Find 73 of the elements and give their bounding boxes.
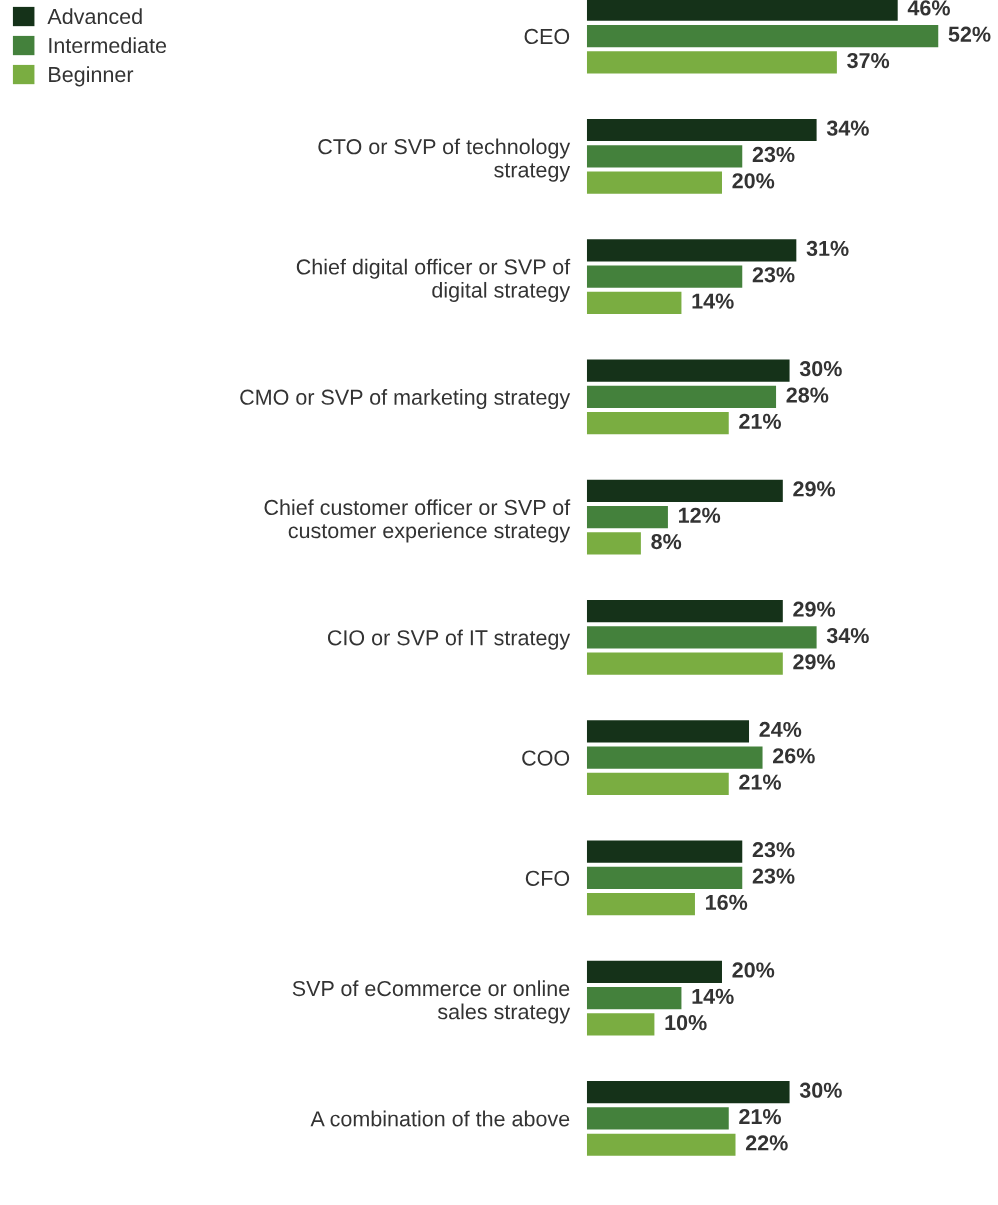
- bar: [586, 1133, 736, 1156]
- bar: [586, 0, 898, 21]
- bar: [586, 652, 783, 675]
- data-label: 46%: [907, 0, 950, 16]
- data-label: 29%: [793, 601, 836, 617]
- bar: [586, 866, 743, 890]
- y-tick-label: CIO or SVP of IT strategy: [327, 629, 571, 650]
- data-label: 23%: [752, 842, 795, 858]
- data-label: 28%: [786, 387, 829, 403]
- bar: [586, 1107, 729, 1130]
- data-label: 14%: [692, 988, 734, 1004]
- legend-label: Intermediate: [49, 37, 167, 54]
- data-label: 14%: [692, 293, 734, 309]
- data-label: 20%: [732, 962, 775, 978]
- bar: [586, 291, 682, 315]
- bar: [586, 359, 790, 382]
- data-label: 30%: [799, 1082, 842, 1098]
- data-label: 52%: [948, 26, 991, 42]
- y-tick-label: CTO or SVP of technology strategy: [318, 138, 571, 182]
- y-tick-label: Chief digital officer or SVP of digital strategy: [296, 258, 571, 303]
- data-label: 34%: [826, 120, 869, 136]
- bar: [586, 772, 729, 796]
- data-label: 10%: [665, 1015, 707, 1031]
- legend-label: Advanced: [47, 8, 142, 25]
- bar: [586, 51, 837, 74]
- bar: [586, 239, 797, 262]
- data-label: 21%: [739, 413, 781, 429]
- data-label: 23%: [752, 267, 795, 283]
- data-label: 16%: [706, 894, 748, 911]
- data-label: 24%: [759, 721, 802, 738]
- data-label: 26%: [773, 748, 815, 764]
- legend-label: Beginner: [49, 66, 134, 87]
- data-label: 29%: [793, 481, 836, 497]
- data-label: 29%: [793, 654, 836, 670]
- bar: [586, 532, 641, 555]
- y-tick-label: COO: [522, 750, 570, 766]
- bar: [586, 626, 817, 649]
- bar: [586, 960, 722, 983]
- bar: [586, 171, 722, 194]
- data-label: 23%: [752, 146, 795, 163]
- bar: [586, 479, 783, 502]
- data-label: 21%: [739, 774, 781, 790]
- bar: [586, 118, 817, 142]
- bar: [586, 599, 783, 623]
- y-tick-label: SVP of eCommerce or online sales strategy: [292, 980, 571, 1024]
- data-label: 20%: [732, 173, 775, 189]
- bar: [586, 385, 777, 408]
- data-label: 8%: [651, 533, 682, 550]
- data-label: 31%: [806, 240, 849, 257]
- data-label: 22%: [745, 1135, 788, 1151]
- bar: [586, 746, 763, 769]
- bar: [586, 840, 743, 863]
- bar: [586, 720, 750, 743]
- y-tick-label: A combination of the above: [310, 1110, 570, 1127]
- bar: [586, 893, 695, 916]
- bar: [586, 265, 743, 288]
- bar: [586, 24, 939, 48]
- data-label: 12%: [679, 507, 721, 523]
- data-label: 21%: [739, 1108, 781, 1125]
- bar: [586, 1013, 655, 1036]
- bar: [586, 987, 682, 1010]
- y-tick-label: Chief customer officer or SVP of customer experience strategy: [264, 499, 571, 543]
- bar: [586, 145, 743, 168]
- y-tick-label: CFO: [525, 870, 570, 886]
- data-label: 37%: [847, 52, 890, 69]
- data-label: 30%: [799, 361, 842, 377]
- bar: [586, 412, 729, 435]
- bar: [586, 1080, 790, 1104]
- y-tick-label: CMO or SVP of marketing strategy: [240, 389, 571, 410]
- data-label: 34%: [826, 627, 869, 644]
- bar: [586, 505, 668, 529]
- y-tick-label: CEO: [524, 28, 570, 45]
- data-label: 23%: [752, 868, 795, 884]
